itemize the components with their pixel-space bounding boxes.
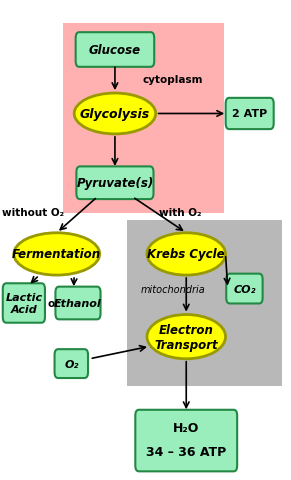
Text: 34 – 36 ATP: 34 – 36 ATP [146, 444, 226, 458]
Ellipse shape [147, 233, 226, 276]
FancyBboxPatch shape [135, 410, 237, 471]
Ellipse shape [14, 233, 100, 276]
Text: Ethanol: Ethanol [54, 299, 102, 308]
Text: Lactic
Acid: Lactic Acid [5, 293, 42, 314]
Ellipse shape [74, 94, 156, 135]
Text: without O₂: without O₂ [2, 207, 65, 217]
FancyBboxPatch shape [63, 24, 224, 214]
Text: cytoplasm: cytoplasm [143, 75, 203, 85]
FancyBboxPatch shape [3, 284, 45, 323]
Text: mitochondria: mitochondria [141, 284, 206, 294]
Text: 2 ATP: 2 ATP [232, 109, 267, 119]
FancyBboxPatch shape [226, 274, 262, 304]
Text: or: or [47, 299, 59, 308]
FancyBboxPatch shape [76, 167, 154, 200]
FancyBboxPatch shape [76, 33, 154, 68]
Text: Pyruvate(s): Pyruvate(s) [76, 177, 154, 190]
Text: Glycolysis: Glycolysis [80, 108, 150, 121]
FancyBboxPatch shape [55, 287, 101, 320]
Text: with O₂: with O₂ [159, 207, 202, 217]
Text: O₂: O₂ [64, 359, 79, 369]
FancyBboxPatch shape [55, 349, 88, 378]
Text: Electron
Transport: Electron Transport [155, 323, 218, 351]
Text: Glucose: Glucose [89, 44, 141, 57]
Ellipse shape [147, 315, 226, 359]
Text: H₂O: H₂O [173, 420, 199, 434]
FancyBboxPatch shape [127, 221, 282, 386]
Text: Fermentation: Fermentation [12, 248, 101, 261]
Text: CO₂: CO₂ [233, 284, 256, 294]
Text: Krebs Cycle: Krebs Cycle [148, 248, 225, 261]
FancyBboxPatch shape [226, 99, 274, 130]
